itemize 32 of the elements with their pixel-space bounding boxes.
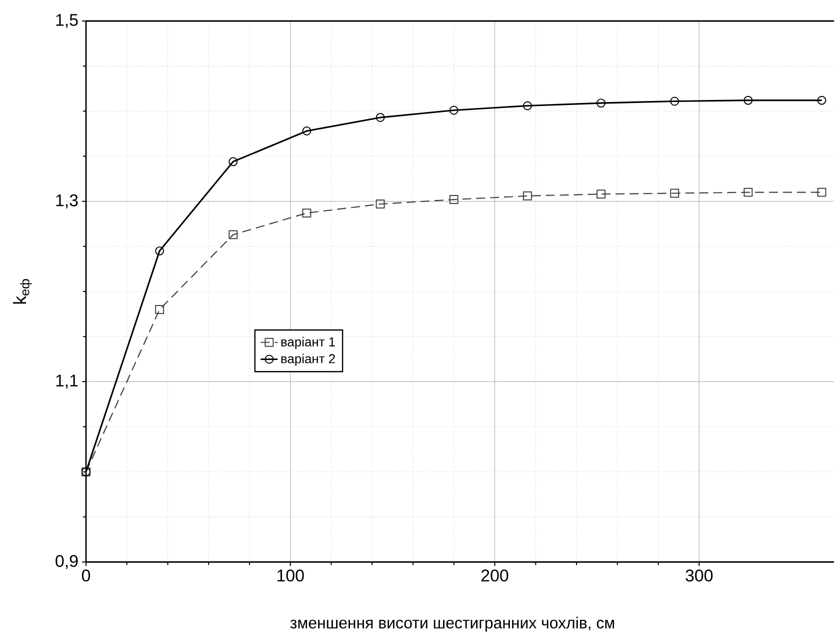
point (817, 96, 826, 105)
point (596, 98, 606, 108)
y-axis-title: k$_{еф}$ (13, 279, 32, 304)
point (449, 195, 458, 204)
point (449, 106, 458, 115)
point (155, 246, 164, 256)
y-tick-label: 1,1 (56, 374, 78, 389)
x-tick-label: 300 (686, 570, 713, 582)
point (302, 126, 312, 136)
point (522, 101, 532, 110)
point (228, 230, 238, 240)
point (376, 112, 385, 122)
legend-label: варіант 2 (281, 354, 335, 366)
point (744, 96, 753, 105)
x-axis-title: зменшення висоти шестигранних чохлів, см (290, 616, 614, 632)
x-tick-label: 200 (481, 570, 508, 582)
x-tick-label: 0 (82, 570, 90, 582)
y-tick-label: 0,9 (56, 555, 78, 569)
point (670, 96, 680, 106)
point (670, 188, 680, 198)
legend-label: варіант 1 (281, 336, 335, 350)
point (817, 188, 826, 197)
point (302, 208, 312, 218)
y-tick-label: 1,3 (56, 194, 78, 208)
x-tick-label: 100 (278, 570, 304, 582)
point (744, 188, 753, 197)
point (596, 190, 606, 199)
y-tick-label: 1,5 (56, 14, 78, 28)
point (228, 157, 238, 166)
point (155, 305, 164, 314)
point (376, 200, 385, 209)
point (522, 191, 532, 200)
